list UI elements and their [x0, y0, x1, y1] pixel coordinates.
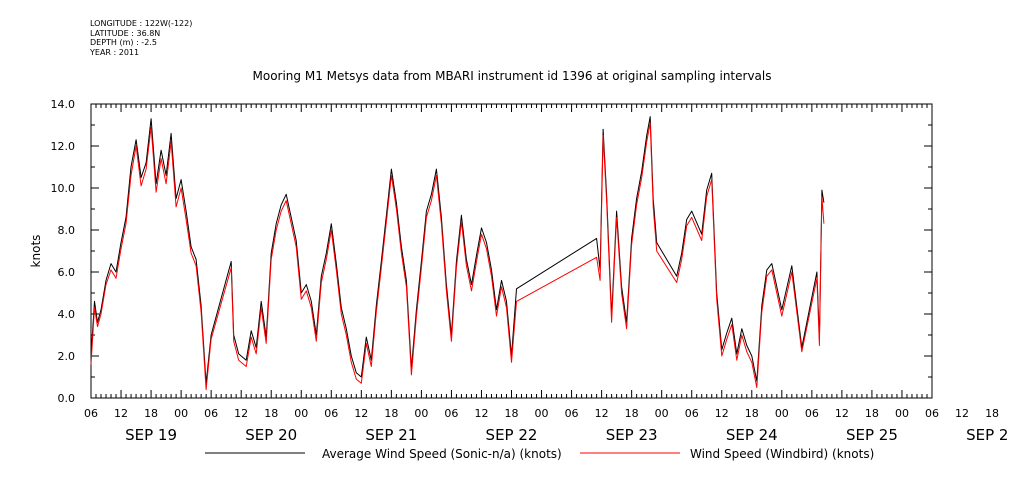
x-tick-label: 00 — [535, 407, 549, 420]
x-day-label: SEP 26 — [966, 426, 1009, 444]
x-tick-label: 06 — [925, 407, 939, 420]
x-tick-label: 18 — [505, 407, 519, 420]
x-tick-label: 18 — [985, 407, 999, 420]
legend-label: Average Wind Speed (Sonic-n/a) (knots) — [322, 447, 562, 461]
x-tick-label: 00 — [895, 407, 909, 420]
y-tick-label: 10.0 — [51, 182, 76, 195]
x-day-label: SEP 25 — [846, 426, 898, 444]
x-tick-label: 12 — [234, 407, 248, 420]
x-tick-label: 18 — [384, 407, 398, 420]
x-tick-label: 12 — [715, 407, 729, 420]
depth-text: DEPTH (m) : -2.5 — [90, 38, 157, 47]
x-tick-label: 12 — [595, 407, 609, 420]
y-tick-label: 12.0 — [51, 140, 76, 153]
series-line-1 — [90, 116, 825, 384]
x-tick-label: 06 — [444, 407, 458, 420]
x-tick-label: 18 — [264, 407, 278, 420]
x-tick-label: 12 — [114, 407, 128, 420]
x-day-label: SEP 20 — [245, 426, 297, 444]
x-tick-label: 00 — [655, 407, 669, 420]
x-tick-label: 00 — [294, 407, 308, 420]
x-tick-label: 06 — [204, 407, 218, 420]
y-tick-label: 0.0 — [58, 392, 76, 405]
x-tick-label: 18 — [865, 407, 879, 420]
x-tick-label: 06 — [805, 407, 819, 420]
x-tick-label: 06 — [565, 407, 579, 420]
x-tick-label: 18 — [144, 407, 158, 420]
y-tick-label: 2.0 — [58, 350, 76, 363]
x-tick-label: 00 — [775, 407, 789, 420]
chart-title: Mooring M1 Metsys data from MBARI instru… — [253, 69, 772, 83]
x-day-label: SEP 23 — [606, 426, 658, 444]
y-tick-label: 4.0 — [58, 308, 76, 321]
x-tick-label: 18 — [745, 407, 759, 420]
y-tick-label: 8.0 — [58, 224, 76, 237]
legend-label: Wind Speed (Windbird) (knots) — [690, 447, 874, 461]
x-tick-label: 12 — [354, 407, 368, 420]
x-tick-label: 00 — [414, 407, 428, 420]
x-day-label: SEP 21 — [365, 426, 417, 444]
series-line-2 — [90, 122, 825, 391]
y-tick-label: 6.0 — [58, 266, 76, 279]
x-tick-label: 06 — [84, 407, 98, 420]
x-tick-label: 18 — [625, 407, 639, 420]
x-tick-label: 12 — [955, 407, 969, 420]
x-day-label: SEP 19 — [125, 426, 177, 444]
longitude-text: LONGITUDE : 122W(-122) — [90, 19, 193, 28]
year-text: YEAR : 2011 — [90, 47, 140, 57]
metadata-block: LONGITUDE : 122W(-122) LATITUDE : 36.8N … — [90, 19, 192, 57]
y-axis-label: knots — [29, 235, 43, 268]
x-tick-label: 06 — [685, 407, 699, 420]
latitude-text: LATITUDE : 36.8N — [90, 28, 161, 38]
x-tick-label: 12 — [474, 407, 488, 420]
x-day-label: SEP 22 — [486, 426, 538, 444]
x-tick-label: 12 — [835, 407, 849, 420]
x-tick-label: 06 — [324, 407, 338, 420]
x-day-label: SEP 24 — [726, 426, 778, 444]
x-tick-label: 00 — [174, 407, 188, 420]
y-tick-label: 14.0 — [51, 98, 76, 111]
